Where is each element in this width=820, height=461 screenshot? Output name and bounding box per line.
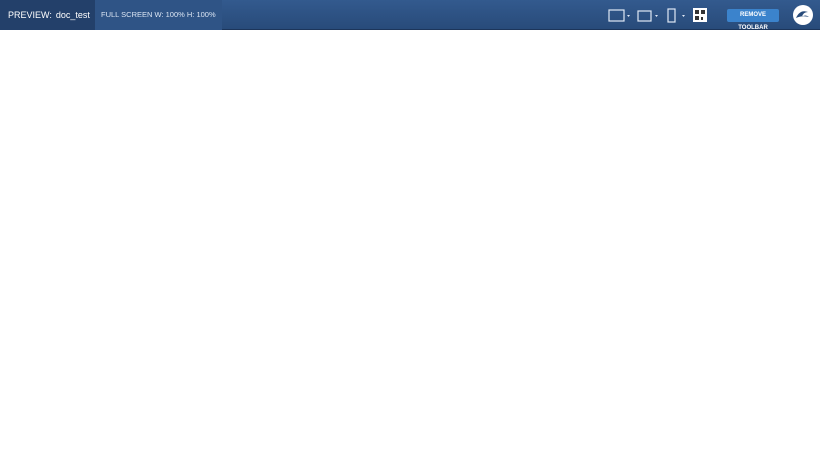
chart <box>0 30 820 461</box>
preview-label: PREVIEW: <box>8 10 52 20</box>
fullscreen-tab[interactable]: FULL SCREEN W: 100% H: 100% <box>95 0 222 30</box>
qr-pattern <box>695 10 705 20</box>
desktop-icon[interactable] <box>608 9 625 22</box>
logo <box>793 5 813 25</box>
device-icons <box>608 8 707 23</box>
remove-toolbar-button[interactable]: REMOVE TOOLBAR <box>727 9 779 31</box>
toolbar: PREVIEW: doc_test FULL SCREEN W: 100% H: … <box>0 0 820 31</box>
phone-icon[interactable] <box>667 8 676 23</box>
dropdown[interactable] <box>682 15 685 17</box>
tablet-icon[interactable] <box>637 10 652 22</box>
dropdown[interactable] <box>655 15 658 17</box>
doc-name: doc_test <box>55 10 90 20</box>
preview-tab[interactable]: PREVIEW: doc_test <box>0 0 100 30</box>
dropdown[interactable] <box>627 15 630 17</box>
